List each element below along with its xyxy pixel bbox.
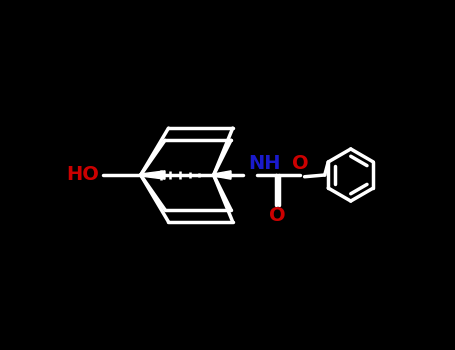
Text: HO: HO [66, 166, 99, 184]
Polygon shape [141, 171, 165, 179]
Text: NH: NH [248, 154, 281, 173]
Polygon shape [213, 171, 231, 179]
Text: O: O [269, 206, 285, 225]
Text: O: O [292, 154, 309, 173]
